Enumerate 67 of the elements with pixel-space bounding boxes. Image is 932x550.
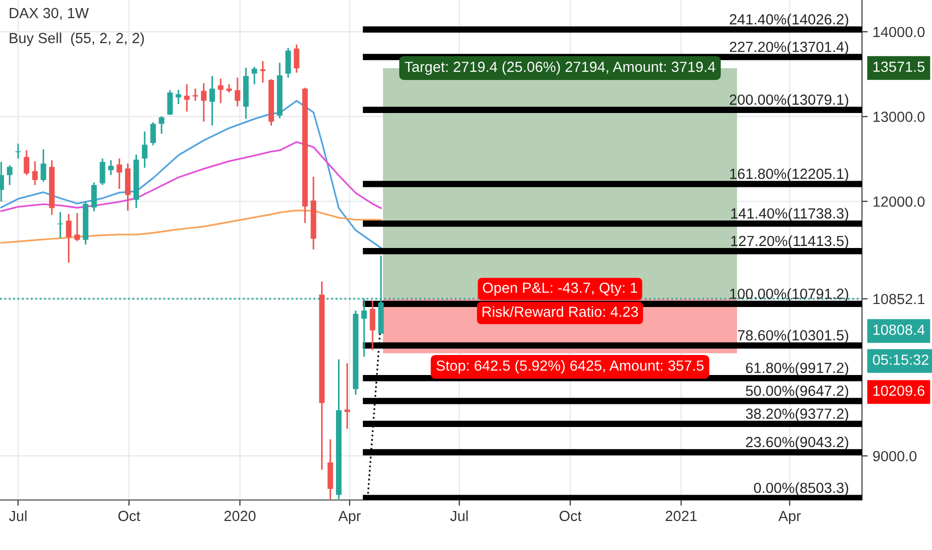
y-tick-label: 13000.0 [874,112,925,122]
ref-line-label: 227.20%(13701.4) [730,41,848,55]
x-tick-label: 2021 [666,510,697,522]
candlestick [24,150,30,176]
candlestick [285,47,291,78]
ref-line-label: 78.60%(10301.5) [738,330,848,344]
candlestick [40,148,46,182]
candlestick [260,60,266,84]
y-tick-label: 12000.0 [874,196,925,207]
ref-line-label: 241.40%(14026.2) [730,14,848,28]
candlestick [32,160,38,186]
chart-title: DAX 30, 1W [10,8,89,20]
ref-line-label: 61.80%(9917.2) [746,362,848,376]
candlestick [6,164,12,186]
x-tick-label: Jul [450,510,468,522]
candlestick [218,78,224,104]
ref-line-label: 161.80%(12205.1) [730,168,848,182]
text: Buy Sell (55, 2, 2, 2) [10,32,144,46]
annotation: Risk/Reward Ratio: 4.23 [482,306,638,317]
candlestick [184,83,190,112]
candlestick [167,89,173,116]
ref-line-label: 141.40%(11738.3) [731,208,848,222]
candlestick [116,158,122,190]
candlestick [150,121,156,146]
ref-line-label: 0.00%(8503.3) [754,482,848,496]
x-tick-label: Oct [118,510,140,522]
candlestick [142,130,148,169]
y-tick-label: 10852.1 [874,294,924,304]
candlestick [176,89,182,105]
x-tick-label: Jul [8,510,26,522]
ref-line-label: 38.20%(9377.2) [746,408,848,422]
band-label: Target: 2719.4 (25.06%) 27194, Amount: 3719.4 [404,61,716,75]
candlestick [370,300,376,351]
band-label: Stop: 642.5 (5.92%) 6425, Amount: 357.5 [436,360,704,374]
candlestick [192,88,198,102]
text: 05:15:32 [872,354,928,365]
ref-line-label: 100.00%(10791.2) [730,288,848,302]
y-tick-label: 9000.0 [873,450,916,462]
candlestick [209,75,215,126]
candlestick [74,212,80,242]
text: 10808.4 [873,324,925,335]
x-tick-label: Apr [778,510,801,524]
ref-line-label: 200.00%(13079.1) [730,94,848,108]
candlestick [58,211,64,239]
ref-line-label: 50.00%(9647.2) [746,385,848,399]
annotation: Open P&L: -43.7, Qty: 1 [482,282,638,296]
x-tick-label: Apr [338,510,361,524]
text: 10209.6 [873,386,924,396]
candlestick [252,66,258,86]
candlestick [234,76,240,108]
candlestick [294,44,300,74]
candlestick [200,82,207,122]
ref-line-label: 23.60%(9043.2) [746,436,848,450]
ref-line-label: 127.20%(11413.5) [731,235,848,250]
candlestick [108,159,114,176]
candlestick [158,116,164,135]
x-tick-label: 2020 [224,510,256,522]
line-series [0,141,382,212]
x-tick-label: Oct [560,510,582,522]
candlestick [344,362,350,430]
line-series [0,210,382,244]
text: 13571.5 [873,62,924,72]
y-tick-label: 14000.0 [874,26,925,38]
candlestick [66,213,72,264]
candlestick [91,182,97,212]
candlestick [100,158,106,186]
line-series [0,100,382,249]
